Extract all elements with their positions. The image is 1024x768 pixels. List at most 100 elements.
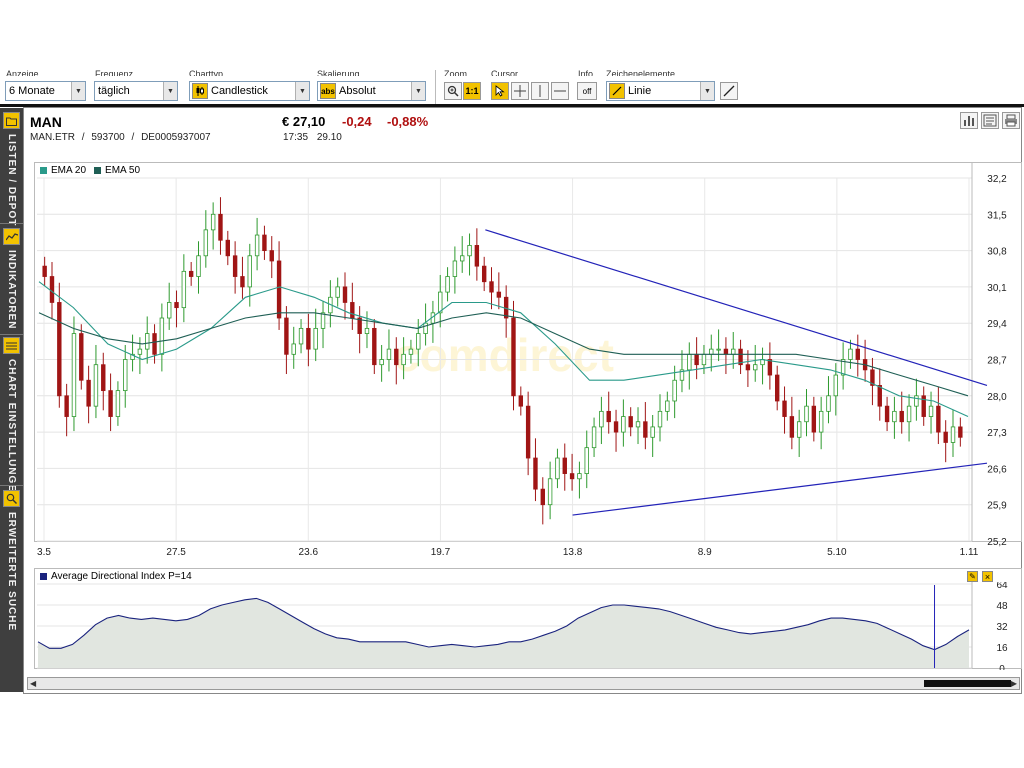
- candle: [269, 236, 274, 279]
- candle: [899, 391, 904, 434]
- anzeige-value: 6 Monate: [9, 85, 55, 97]
- candle: [665, 391, 670, 421]
- candle: [599, 396, 604, 445]
- trend-line[interactable]: [485, 229, 988, 387]
- chart-type-button[interactable]: [960, 112, 978, 129]
- candle: [709, 334, 714, 372]
- candle: [64, 383, 69, 437]
- candle: [928, 391, 934, 434]
- adx-chart[interactable]: 64 48 32 16 0: [34, 582, 1022, 670]
- adx-swatch: [40, 573, 47, 580]
- charttyp-select[interactable]: Candlestick ▼: [189, 81, 310, 101]
- scroll-left-icon[interactable]: ◀: [30, 679, 37, 688]
- adx-settings-button[interactable]: ✎: [967, 571, 978, 582]
- sidebar-tab-indikatoren[interactable]: INDIKATOREN: [2, 226, 22, 336]
- candlestick-icon: [192, 83, 208, 99]
- y-tick-label: 26,6: [987, 464, 1007, 475]
- zoom-reset-button[interactable]: 1:1: [463, 82, 481, 100]
- candle: [496, 272, 502, 310]
- candle: [225, 230, 230, 266]
- news-button[interactable]: [981, 112, 999, 129]
- cursor-arrow-button[interactable]: [491, 82, 509, 100]
- zeichenelemente-select[interactable]: Linie ▼: [606, 81, 715, 101]
- indicator-chart-icon: [3, 228, 20, 245]
- chevron-down-icon[interactable]: ▼: [71, 82, 85, 100]
- horizontal-line-icon: [554, 90, 566, 92]
- scrollbar-thumb[interactable]: [924, 680, 1011, 687]
- candle: [93, 344, 99, 419]
- chevron-down-icon[interactable]: ▼: [295, 82, 309, 100]
- anzeige-select[interactable]: 6 Monate ▼: [5, 81, 86, 101]
- draw-line-button[interactable]: [720, 82, 738, 100]
- x-tick-label: 3.5: [37, 547, 51, 558]
- frequenz-select[interactable]: täglich ▼: [94, 81, 178, 101]
- quote-change-pct: -0,88%: [387, 114, 429, 129]
- candle: [540, 477, 545, 525]
- candle: [452, 246, 458, 294]
- candle: [760, 347, 765, 385]
- candle: [694, 337, 699, 380]
- cursor-vertical-button[interactable]: [531, 82, 549, 100]
- candle: [203, 210, 209, 268]
- y-tick-label: 28,0: [987, 392, 1007, 403]
- candle: [577, 461, 582, 499]
- candlestick-chart[interactable]: comdirect 32,2 31,5 30,8 30,1 29,4 28,7 28,0 27…: [34, 163, 1022, 573]
- candle: [672, 365, 677, 419]
- candle: [181, 254, 187, 323]
- cursor-crosshair-button[interactable]: [511, 82, 529, 100]
- adx-title: Average Directional Index P=14: [51, 571, 192, 582]
- zoom-in-button[interactable]: [444, 82, 462, 100]
- chevron-down-icon[interactable]: ▼: [163, 82, 177, 100]
- diagonal-line-icon: [723, 85, 735, 97]
- chevron-down-icon[interactable]: ▼: [411, 82, 425, 100]
- candle: [775, 365, 780, 411]
- cursor-horizontal-button[interactable]: [551, 82, 569, 100]
- candle: [137, 337, 143, 375]
- info-toggle-button[interactable]: off: [577, 82, 597, 100]
- scroll-right-icon[interactable]: ▶: [1010, 679, 1017, 688]
- skalierung-select[interactable]: abs Absolut ▼: [317, 81, 426, 101]
- zeichenelemente-value: Linie: [628, 85, 652, 97]
- candle: [811, 396, 817, 442]
- candle: [884, 396, 890, 432]
- zoom-label: Zoom: [444, 69, 468, 76]
- candle: [855, 334, 860, 377]
- quote-wkn: 593700: [91, 132, 125, 143]
- candle: [291, 326, 296, 369]
- adx-close-button[interactable]: ×: [982, 571, 993, 582]
- sidebar: LISTEN / DEPOT INDIKATOREN CHART EINSTEL…: [0, 108, 23, 692]
- abs-scale-icon: abs: [320, 83, 336, 99]
- chevron-down-icon[interactable]: ▼: [700, 82, 714, 100]
- print-button[interactable]: [1002, 112, 1020, 129]
- candle: [386, 329, 392, 372]
- quote-name: MAN: [30, 114, 62, 130]
- trend-line[interactable]: [572, 462, 988, 516]
- settings-list-icon: [3, 337, 20, 354]
- skalierung-label: Skalierung: [317, 69, 360, 76]
- candle: [950, 409, 956, 457]
- candle: [657, 394, 663, 442]
- candle: [525, 391, 531, 476]
- legend-ema50: EMA 50: [105, 165, 141, 176]
- sidebar-tab-erweiterte-suche[interactable]: ERWEITERTE SUCHE: [2, 488, 22, 631]
- adx-line: [37, 597, 970, 651]
- vertical-line-icon: [539, 85, 541, 97]
- quote-change: -0,24: [342, 114, 372, 129]
- sidebar-tab-listen-depot[interactable]: LISTEN / DEPOT: [2, 110, 22, 226]
- sidebar-divider: [0, 334, 23, 335]
- candle: [188, 262, 194, 286]
- candle: [489, 267, 494, 310]
- candle: [877, 368, 882, 421]
- candle: [943, 420, 948, 463]
- x-tick-label: 27.5: [166, 547, 186, 558]
- ema50-line: [38, 312, 969, 397]
- candle: [79, 324, 84, 390]
- candle: [716, 329, 721, 362]
- candle: [569, 453, 575, 491]
- adx-legend: Average Directional Index P=14: [40, 571, 192, 582]
- close-icon: ×: [984, 571, 991, 582]
- candle: [782, 386, 787, 434]
- edit-icon: ✎: [969, 572, 976, 581]
- chart-scrollbar[interactable]: ◀ ▶: [27, 677, 1020, 690]
- sidebar-tab-chart-einstellungen[interactable]: CHART EINSTELLUNGEN: [2, 335, 22, 500]
